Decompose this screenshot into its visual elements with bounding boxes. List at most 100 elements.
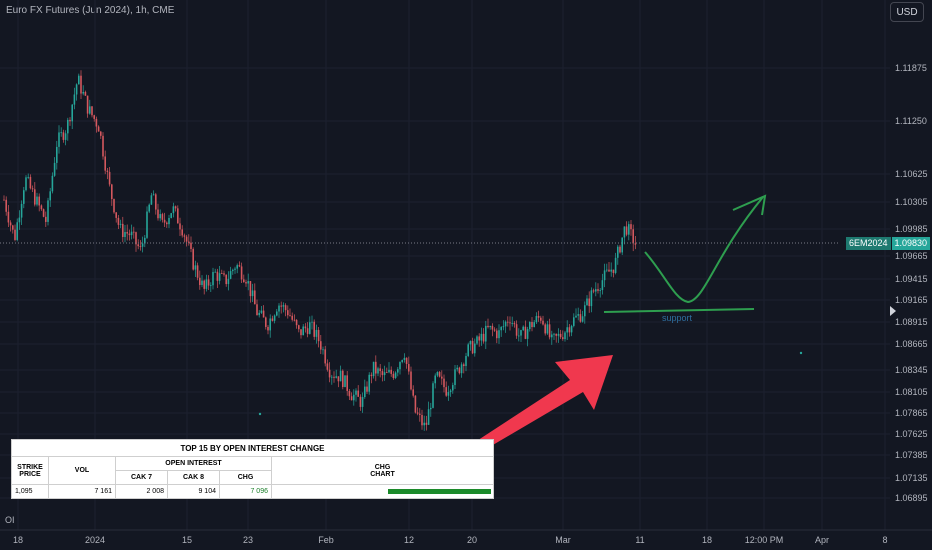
candle-body	[49, 191, 51, 201]
candle-body	[542, 320, 544, 325]
candles	[3, 70, 803, 431]
candle-body	[309, 322, 311, 334]
candle-body	[529, 321, 531, 330]
candle-body	[491, 325, 494, 330]
candle-body	[64, 133, 67, 140]
candle-body	[247, 281, 249, 284]
candle-body	[192, 248, 194, 270]
candle-body	[234, 268, 236, 270]
candle-body	[434, 375, 436, 384]
price-tick-label: 1.10625	[895, 169, 928, 179]
candle-body	[12, 225, 14, 230]
price-axis: 1.11875 1.11250 1.10625 1.10305 1.09985 1.096…	[895, 63, 928, 503]
candle-body	[410, 371, 412, 390]
candle-body	[227, 278, 230, 285]
candle-body	[183, 235, 186, 237]
header-chg-chart: CHG CHART	[271, 456, 494, 486]
header-cak8: CAK 8	[167, 470, 220, 486]
candle-body	[610, 269, 612, 272]
candle-body	[432, 383, 434, 408]
candle-body	[531, 321, 533, 328]
candle-body	[595, 289, 597, 292]
candle-body	[119, 223, 122, 225]
candle-body	[135, 232, 137, 245]
candle-body	[137, 244, 139, 247]
indicator-label: OI	[5, 515, 15, 525]
candle-body	[170, 213, 172, 218]
candle-body	[399, 362, 401, 370]
candle-body	[95, 118, 98, 127]
candle-body	[148, 204, 150, 212]
candle-body	[102, 135, 104, 157]
candle-body	[201, 280, 203, 285]
candle-body	[188, 241, 190, 243]
candle-body	[89, 106, 91, 114]
candle-body	[199, 277, 201, 285]
candle-body	[293, 319, 296, 321]
candle-body	[273, 315, 276, 321]
candle-body	[324, 349, 326, 364]
projection-arrowhead	[732, 194, 767, 216]
price-badge: 6EM2024 1.09830	[846, 237, 931, 250]
candle-body	[511, 323, 513, 324]
candle-body	[405, 357, 408, 365]
candle-body	[623, 226, 626, 238]
candle-body	[438, 372, 441, 377]
candle-body	[223, 273, 225, 275]
candle-body	[265, 317, 267, 327]
candle-body	[126, 232, 128, 234]
time-tick-label: 20	[467, 535, 477, 545]
candle-body	[463, 364, 465, 367]
candle-body	[544, 324, 546, 334]
time-tick-label: 11	[635, 535, 644, 545]
candle-body	[632, 229, 634, 244]
chart-title: Euro FX Futures (Jun 2024), 1h, CME	[6, 5, 175, 16]
time-tick-label: 12	[404, 535, 414, 545]
candle-body	[23, 190, 25, 204]
candle-body	[258, 312, 260, 316]
candle-body	[430, 407, 432, 410]
candle-body	[67, 119, 69, 134]
currency-button[interactable]: USD	[890, 2, 924, 22]
candle-body	[487, 325, 489, 328]
candle-body	[280, 305, 282, 307]
time-tick-label: Mar	[555, 535, 571, 545]
candle-body	[504, 321, 507, 327]
candle-body	[225, 274, 227, 285]
candle-body	[355, 390, 357, 395]
candle-body	[254, 290, 256, 305]
marker-dot	[799, 351, 803, 355]
candle-body	[73, 94, 76, 105]
candle-body	[337, 376, 340, 382]
candle-body	[190, 242, 192, 249]
candle-body	[553, 333, 555, 335]
candle-body	[443, 378, 445, 388]
candle-body	[214, 271, 216, 273]
candle-body	[599, 290, 601, 291]
candle-body	[423, 422, 425, 426]
candle-body	[348, 390, 351, 397]
candle-body	[86, 95, 89, 114]
candle-body	[82, 91, 84, 94]
candle-body	[551, 334, 553, 338]
candle-body	[320, 341, 322, 350]
header-vol: VOL	[48, 456, 116, 486]
candle-body	[482, 333, 485, 342]
candle-body	[282, 305, 285, 307]
candle-body	[276, 311, 278, 316]
candle-body	[218, 273, 221, 281]
time-tick-label: 2024	[85, 535, 105, 545]
candle-body	[42, 209, 45, 217]
open-interest-table: TOP 15 BY OPEN INTEREST CHANGE STRIKE PR…	[11, 438, 494, 499]
candle-body	[630, 224, 632, 230]
candle-body	[359, 396, 362, 407]
candle-body	[16, 222, 18, 240]
candle-body	[581, 316, 584, 322]
candle-body	[414, 395, 417, 413]
candle-body	[509, 322, 511, 324]
candle-body	[381, 371, 384, 376]
time-tick-label: 8	[882, 535, 887, 545]
candle-body	[210, 285, 212, 287]
candle-body	[40, 205, 43, 210]
candle-body	[601, 280, 604, 291]
